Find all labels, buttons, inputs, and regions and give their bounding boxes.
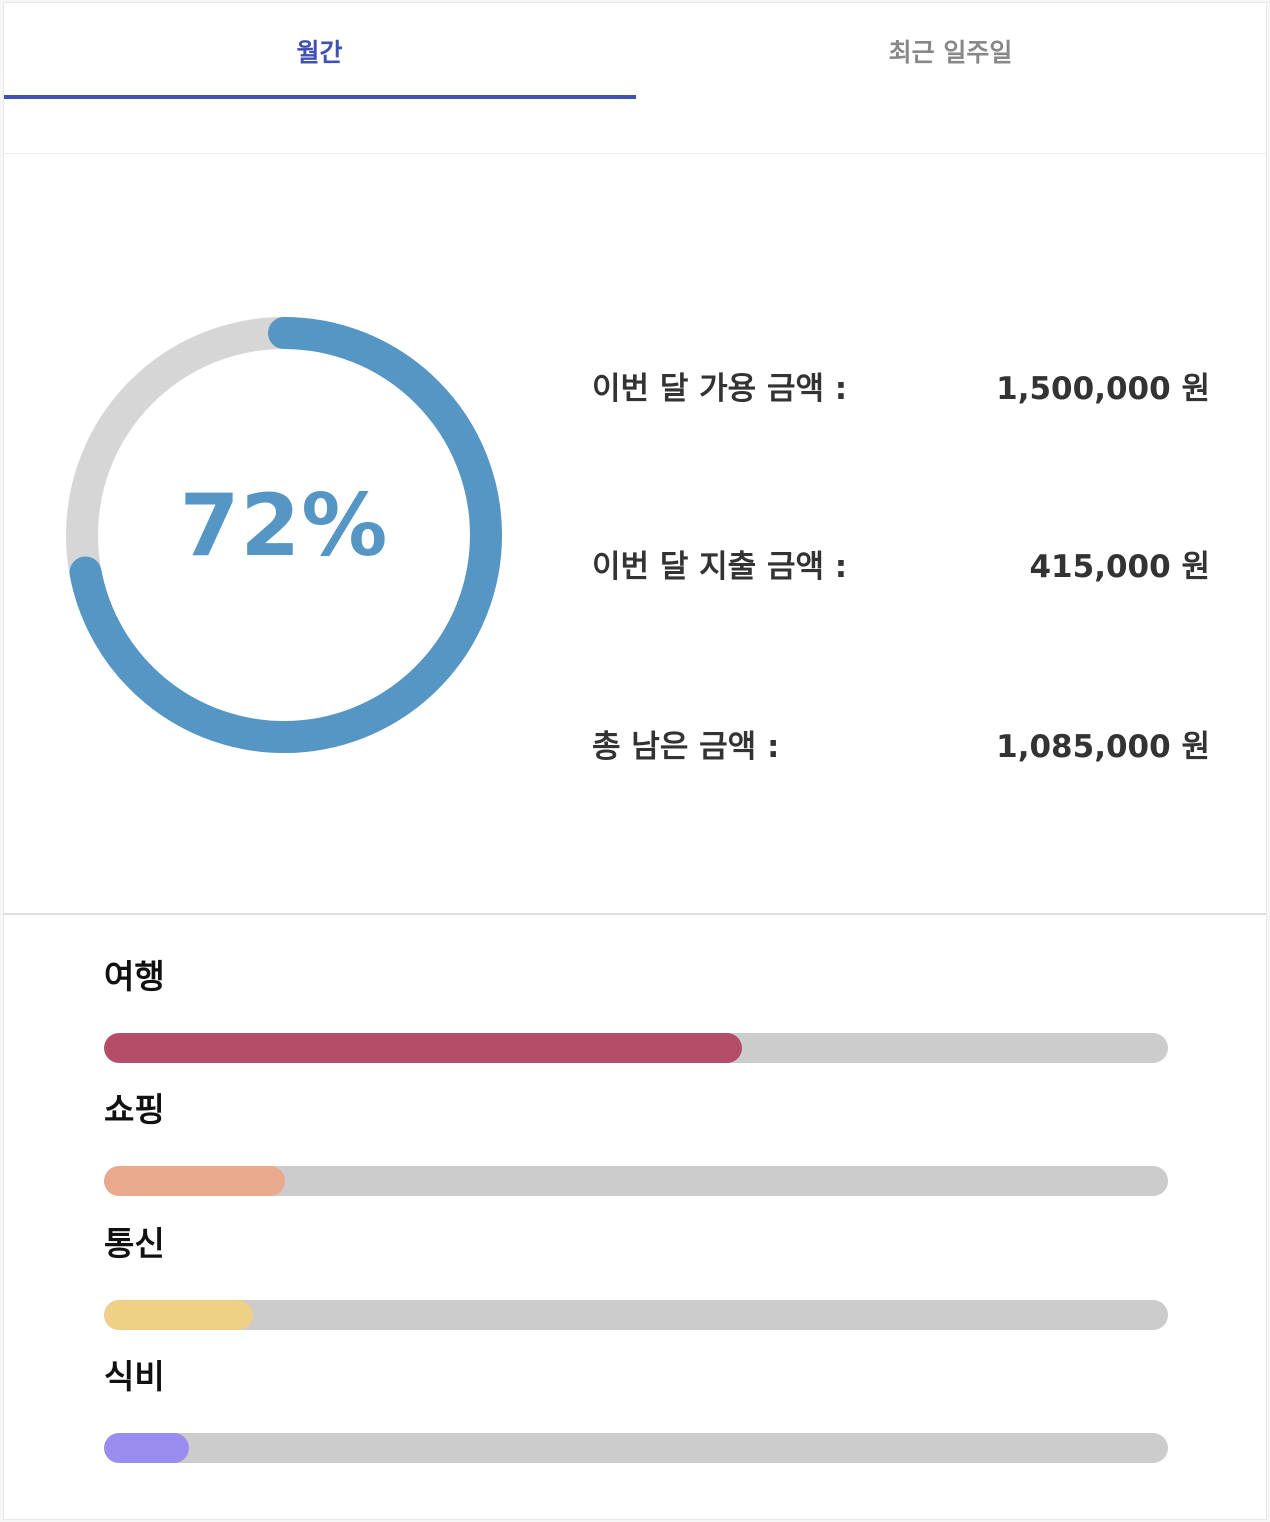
usage-ring-svg	[66, 317, 502, 753]
category-bar-fill-food	[104, 1433, 190, 1463]
summary-value-remaining: 1,085,000 원	[996, 728, 1210, 765]
tab-monthly-label: 월간	[296, 38, 343, 67]
tabs-divider	[4, 153, 1266, 154]
summary-label-available: 이번 달 가용 금액 :	[592, 370, 848, 407]
tab-monthly[interactable]: 월간	[4, 3, 635, 99]
summary-row-available: 이번 달 가용 금액 : 1,500,000 원	[592, 355, 1210, 415]
category-bar-track-food	[104, 1433, 1168, 1463]
ring-progress-arc	[66, 317, 502, 753]
category-bar-fill-travel	[104, 1033, 743, 1063]
category-bar-track-telecom	[104, 1300, 1168, 1330]
summary-label-spent: 이번 달 지출 금액 :	[592, 548, 848, 585]
category-food: 식비	[104, 1355, 1168, 1463]
category-label-telecom: 통신	[104, 1224, 165, 1263]
category-bar-fill-telecom	[104, 1300, 253, 1330]
budget-card: 월간 최근 일주일 72% 이번 달 가용 금액 : 1,500,000 원 이…	[3, 2, 1267, 1520]
category-telecom: 통신	[104, 1222, 1168, 1330]
summary-row-spent: 이번 달 지출 금액 : 415,000 원	[592, 533, 1210, 593]
category-bar-fill-shopping	[104, 1166, 285, 1196]
tab-last-week-label: 최근 일주일	[888, 38, 1013, 67]
usage-ring-chart: 72%	[64, 315, 504, 755]
usage-percent-label: 72%	[179, 476, 389, 576]
summary-label-remaining: 총 남은 금액 :	[592, 728, 780, 765]
category-bar-track-travel	[104, 1033, 1168, 1063]
active-tab-indicator	[4, 95, 636, 99]
summary-value-available: 1,500,000 원	[996, 370, 1210, 407]
category-shopping: 쇼핑	[104, 1088, 1168, 1196]
summary-value-spent: 415,000 원	[1029, 548, 1210, 585]
category-label-food: 식비	[104, 1357, 165, 1396]
category-label-shopping: 쇼핑	[104, 1090, 165, 1129]
tab-last-week[interactable]: 최근 일주일	[635, 3, 1266, 99]
category-travel: 여행	[104, 955, 1168, 1063]
category-bar-track-shopping	[104, 1166, 1168, 1196]
category-label-travel: 여행	[104, 957, 165, 996]
summary-row-remaining: 총 남은 금액 : 1,085,000 원	[592, 713, 1210, 773]
period-tabs: 월간 최근 일주일	[4, 3, 1266, 99]
section-divider	[4, 913, 1266, 915]
